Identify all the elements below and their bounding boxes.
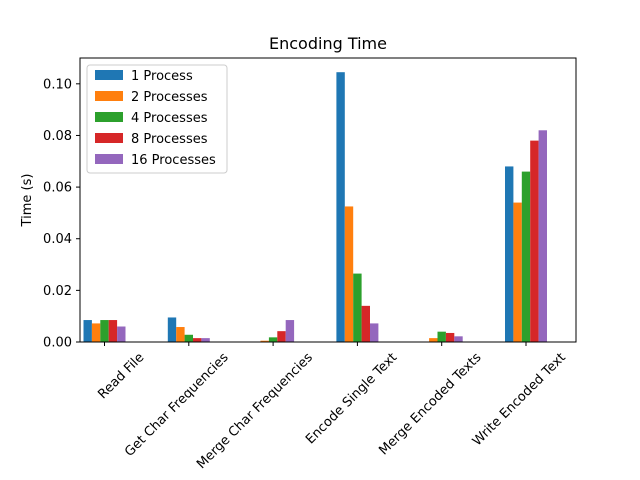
- bar-2-series-2: [176, 327, 185, 342]
- bar-6-series-3: [521, 171, 531, 342]
- chart-title: Encoding Time: [269, 34, 387, 53]
- bar-1-series-4: [108, 320, 118, 342]
- bar-3-series-4: [277, 331, 286, 342]
- legend-swatch: [95, 112, 123, 122]
- legend-label: 4 Processes: [131, 111, 208, 126]
- bar-3-series-2: [260, 340, 269, 342]
- bar-3-series-3: [268, 337, 278, 342]
- bar-6-series-1: [505, 166, 514, 342]
- bar-1-series-2: [91, 323, 101, 342]
- bar-5-series-4: [445, 332, 455, 342]
- y-tick-label: 0.02: [43, 284, 72, 299]
- legend-label: 1 Process: [131, 69, 193, 84]
- bar-4-series-3: [353, 273, 362, 342]
- legend: 1 Process 2 Processes 4 Processes 8 Process…: [86, 64, 228, 174]
- bar-5-series-2: [429, 338, 438, 342]
- plot-frame: [79, 57, 577, 343]
- x-tick-label: Write Encoded Text: [470, 350, 569, 449]
- bar-5-series-5: [454, 336, 463, 342]
- bar-3-series-5: [285, 320, 295, 342]
- legend-swatch: [95, 70, 123, 80]
- y-tick-label: 0.06: [43, 181, 72, 196]
- bar-6-series-4: [530, 140, 539, 342]
- legend-swatch: [95, 154, 123, 164]
- bar-4-series-2: [344, 206, 354, 342]
- bar-2-series-4: [193, 338, 202, 342]
- bar-4-series-1: [336, 72, 345, 342]
- legend-label: 8 Processes: [131, 132, 208, 147]
- x-tick-label: Read File: [95, 350, 147, 402]
- bar-5-series-3: [437, 331, 446, 342]
- bar-1-series-3: [100, 320, 109, 342]
- bar-2-series-1: [167, 317, 177, 342]
- bar-4-series-5: [370, 323, 379, 342]
- y-ticks: 0.00 0.02 0.04 0.06 0.08 0.10: [43, 77, 80, 351]
- y-axis-label: Time (s): [20, 174, 35, 228]
- bar-4-series-4: [361, 305, 370, 342]
- bars-layer: [83, 72, 547, 342]
- bar-1-series-5: [117, 326, 126, 342]
- legend-swatch: [95, 91, 123, 101]
- bar-6-series-5: [538, 130, 547, 342]
- bar-1-series-1: [83, 320, 92, 342]
- bar-6-series-2: [513, 202, 522, 342]
- y-tick-label: 0.00: [43, 336, 72, 351]
- legend-swatch: [95, 133, 123, 143]
- legend-label: 16 Processes: [131, 153, 216, 168]
- legend-label: 2 Processes: [131, 90, 208, 105]
- bar-2-series-5: [201, 338, 210, 342]
- bar-2-series-3: [184, 334, 193, 342]
- y-tick-label: 0.04: [43, 232, 72, 247]
- y-tick-label: 0.08: [43, 129, 72, 144]
- y-tick-label: 0.10: [43, 77, 72, 92]
- x-tick-label: Encode Single Text: [303, 350, 400, 447]
